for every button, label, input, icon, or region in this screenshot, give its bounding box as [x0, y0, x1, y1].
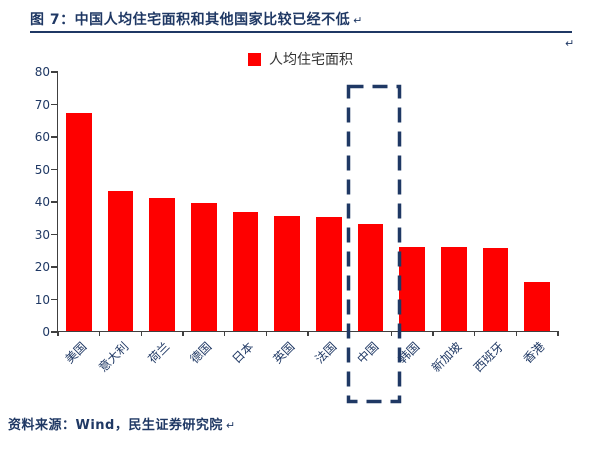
x-tick-mark — [515, 330, 518, 336]
figure-title: 图 7：中国人均住宅面积和其他国家比较已经不低 — [30, 12, 351, 28]
y-tick-label: 20 — [34, 260, 50, 274]
bar-意大利 — [107, 191, 134, 331]
legend-label: 人均住宅面积 — [269, 52, 353, 68]
header-divider — [30, 31, 572, 33]
x-tick-mark — [390, 330, 393, 336]
plot-area — [51, 71, 559, 336]
bar-韩国 — [399, 246, 426, 331]
y-tick-label: 30 — [34, 227, 50, 242]
x-tick-mark — [473, 330, 476, 336]
x-tick-mark — [182, 330, 184, 336]
source-text: 资料来源：Wind，民生证券研究院 — [8, 418, 223, 433]
bar-英国 — [274, 215, 300, 331]
bar-美国 — [65, 113, 92, 331]
bar-法国 — [315, 217, 342, 331]
paragraph-mark-icon: ↵ — [565, 37, 575, 50]
x-tick-mark — [557, 330, 559, 336]
paragraph-mark-icon: ↵ — [353, 14, 363, 27]
y-tick-mark — [51, 233, 58, 236]
x-tick-mark — [432, 330, 434, 336]
legend-color-swatch — [248, 52, 261, 66]
paragraph-mark-icon: ↵ — [225, 419, 236, 432]
figure-header: 图 7：中国人均住宅面积和其他国家比较已经不低 ↵ — [30, 9, 363, 29]
y-tick-label: 50 — [34, 162, 50, 177]
x-tick-mark — [265, 330, 268, 336]
y-tick-mark — [51, 331, 58, 333]
bar-荷兰 — [149, 197, 176, 331]
y-tick-mark — [51, 168, 58, 171]
y-tick-label: 60 — [34, 130, 50, 144]
bar-西班牙 — [482, 248, 509, 331]
y-tick-label: 80 — [34, 65, 50, 79]
x-tick-mark — [307, 330, 309, 336]
bar-德国 — [190, 202, 217, 331]
y-axis-labels: 0 10 20 30 40 50 60 70 80 — [12, 65, 50, 339]
x-tick-mark — [140, 330, 143, 336]
bar-日本 — [232, 212, 259, 331]
y-tick-mark — [51, 201, 58, 203]
y-tick-mark — [51, 298, 58, 301]
china-highlight-dashed-box — [346, 84, 401, 404]
y-tick-label: 0 — [42, 325, 50, 339]
x-tick-mark — [223, 330, 226, 336]
bar-香港 — [524, 282, 551, 331]
x-tick-mark — [98, 330, 101, 336]
bar-中国 — [357, 223, 384, 331]
chart-legend: 人均住宅面积 — [0, 49, 601, 69]
y-tick-mark — [51, 266, 58, 268]
y-tick-mark — [51, 136, 58, 138]
y-tick-label: 10 — [34, 292, 50, 307]
bar-新加坡 — [440, 246, 467, 331]
x-tick-mark — [57, 330, 59, 336]
x-axis-labels: 美国 意大利 荷兰 德国 日本 英国 法国 中国 韩国 新加坡 西班牙 香港 — [57, 336, 557, 414]
source-line: 资料来源：Wind，民生证券研究院 ↵ — [8, 414, 236, 433]
y-tick-label: 40 — [34, 195, 50, 209]
y-tick-mark — [51, 103, 58, 106]
y-tick-label: 70 — [34, 97, 50, 112]
y-tick-mark — [51, 71, 58, 73]
